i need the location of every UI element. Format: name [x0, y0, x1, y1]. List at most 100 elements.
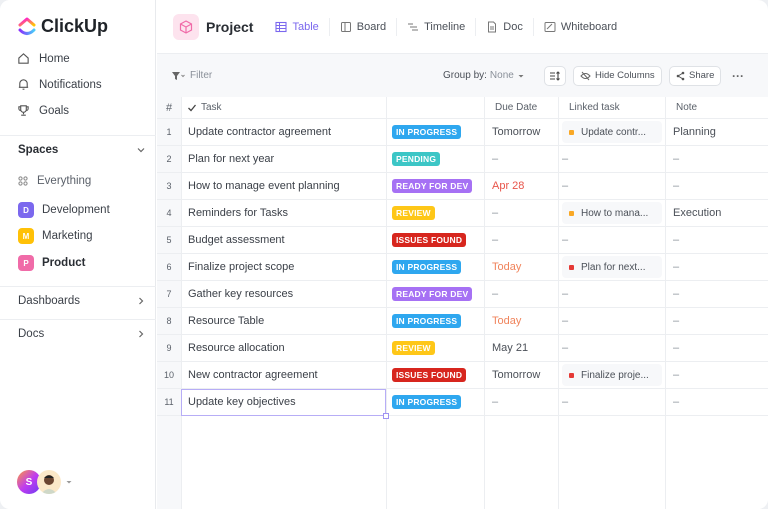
task-name[interactable]: How to manage event planning [188, 180, 340, 192]
status-cell[interactable]: IN PROGRESS [392, 119, 488, 145]
status-badge[interactable]: PENDING [392, 152, 441, 166]
linked-task-chip[interactable]: Finalize proje... [562, 364, 662, 386]
task-name[interactable]: Gather key resources [188, 288, 294, 300]
linked-task-chip[interactable]: Plan for next... [562, 256, 662, 278]
tab-table[interactable]: Table [265, 18, 328, 36]
share-button[interactable]: Share [669, 65, 722, 86]
due-date[interactable]: Tomorrow [492, 369, 541, 381]
linked-task-cell[interactable]: – [562, 281, 662, 307]
clickup-logo[interactable]: ClickUp [18, 16, 108, 37]
task-name[interactable]: Update key objectives [188, 396, 296, 408]
linked-task-cell[interactable]: How to mana... [562, 200, 662, 226]
task-name[interactable]: Update contractor agreement [188, 126, 332, 138]
status-badge[interactable]: IN PROGRESS [392, 260, 462, 274]
header-task[interactable]: Task [187, 97, 222, 118]
space-everything[interactable]: Everything [18, 175, 91, 187]
status-cell[interactable]: REVIEW [392, 335, 488, 361]
note[interactable]: – [673, 234, 680, 246]
due-date[interactable]: Today [492, 315, 522, 327]
status-badge[interactable]: ISSUES FOUND [392, 233, 467, 247]
due-date[interactable]: Tomorrow [492, 126, 541, 138]
nav-goals[interactable]: Goals [17, 104, 69, 117]
task-name[interactable]: Finalize project scope [188, 261, 295, 273]
status-badge[interactable]: IN PROGRESS [392, 395, 462, 409]
status-cell[interactable]: REVIEW [392, 200, 488, 226]
status-cell[interactable]: IN PROGRESS [392, 389, 488, 415]
due-date[interactable]: May 21 [492, 342, 529, 354]
status-cell[interactable]: PENDING [392, 146, 488, 172]
due-date[interactable]: – [492, 153, 499, 165]
hide-columns-button[interactable]: Hide Columns [573, 65, 662, 86]
status-cell[interactable]: IN PROGRESS [392, 254, 488, 280]
linked-task-cell[interactable]: – [562, 335, 662, 361]
table-row[interactable]: 2 Plan for next year PENDING – – – [157, 146, 768, 173]
task-name[interactable]: Resource allocation [188, 342, 285, 354]
status-badge[interactable]: READY FOR DEV [392, 287, 473, 301]
linked-task-cell[interactable]: Update contr... [562, 119, 662, 145]
status-cell[interactable]: READY FOR DEV [392, 173, 488, 199]
filter-button[interactable]: Filter [171, 70, 212, 81]
status-badge[interactable]: IN PROGRESS [392, 125, 462, 139]
table-row[interactable]: 11 Update key objectives IN PROGRESS – –… [157, 389, 768, 416]
due-date[interactable]: Today [492, 261, 522, 273]
status-cell[interactable]: IN PROGRESS [392, 308, 488, 334]
linked-task-cell[interactable]: Plan for next... [562, 254, 662, 280]
status-badge[interactable]: IN PROGRESS [392, 314, 462, 328]
table-row[interactable]: 6 Finalize project scope IN PROGRESS Tod… [157, 254, 768, 281]
table-row[interactable]: 8 Resource Table IN PROGRESS Today – – [157, 308, 768, 335]
table-row[interactable]: 10 New contractor agreement ISSUES FOUND… [157, 362, 768, 389]
user-menu[interactable]: S [17, 470, 73, 494]
table-row[interactable]: 1 Update contractor agreement IN PROGRES… [157, 119, 768, 146]
chevron-down-icon[interactable] [136, 145, 146, 155]
linked-task-chip[interactable]: How to mana... [562, 202, 662, 224]
note[interactable]: Execution [673, 207, 722, 219]
table-row[interactable]: 9 Resource allocation REVIEW May 21 – – [157, 335, 768, 362]
group-by-dropdown[interactable]: Group by: None [443, 70, 525, 81]
linked-task-cell[interactable]: – [562, 146, 662, 172]
due-date[interactable]: – [492, 207, 499, 219]
note[interactable]: Planning [673, 126, 716, 138]
task-name[interactable]: Plan for next year [188, 153, 275, 165]
nav-dashboards[interactable]: Dashboards [18, 295, 146, 307]
nav-notifications[interactable]: Notifications [17, 78, 102, 91]
task-name[interactable]: Resource Table [188, 315, 265, 327]
space-product[interactable]: P Product [18, 255, 85, 271]
header-note[interactable]: Note [676, 102, 698, 113]
tab-whiteboard[interactable]: Whiteboard [532, 17, 627, 36]
space-development[interactable]: D Development [18, 202, 110, 218]
table-row[interactable]: 5 Budget assessment ISSUES FOUND – – – [157, 227, 768, 254]
more-options-icon[interactable]: ··· [732, 68, 744, 83]
due-date[interactable]: – [492, 288, 499, 300]
tab-doc[interactable]: Doc [475, 17, 533, 36]
spaces-header[interactable]: Spaces [18, 144, 146, 156]
linked-task-chip[interactable]: Update contr... [562, 121, 662, 143]
linked-task-cell[interactable]: – [562, 308, 662, 334]
note[interactable]: – [673, 369, 680, 381]
tab-timeline[interactable]: Timeline [396, 17, 475, 36]
note[interactable]: – [673, 315, 680, 327]
linked-task-cell[interactable]: – [562, 173, 662, 199]
note[interactable]: – [673, 180, 680, 192]
note[interactable]: – [673, 261, 680, 273]
status-badge[interactable]: ISSUES FOUND [392, 368, 467, 382]
note[interactable]: – [673, 342, 680, 354]
task-name[interactable]: Budget assessment [188, 234, 285, 246]
status-badge[interactable]: READY FOR DEV [392, 179, 473, 193]
table-row[interactable]: 3 How to manage event planning READY FOR… [157, 173, 768, 200]
due-date[interactable]: – [492, 234, 499, 246]
linked-task-cell[interactable]: – [562, 389, 662, 415]
row-height-button[interactable] [544, 65, 566, 86]
linked-task-cell[interactable]: Finalize proje... [562, 362, 662, 388]
note[interactable]: – [673, 396, 680, 408]
nav-home[interactable]: Home [17, 52, 70, 65]
status-badge[interactable]: REVIEW [392, 341, 435, 355]
status-cell[interactable]: READY FOR DEV [392, 281, 488, 307]
nav-docs[interactable]: Docs [18, 328, 146, 340]
note[interactable]: – [673, 288, 680, 300]
space-marketing[interactable]: M Marketing [18, 228, 93, 244]
fill-handle[interactable] [383, 413, 389, 419]
header-linked-task[interactable]: Linked task [569, 102, 620, 113]
task-name[interactable]: New contractor agreement [188, 369, 318, 381]
header-due-date[interactable]: Due Date [495, 102, 538, 113]
due-date[interactable]: Apr 28 [492, 180, 525, 192]
